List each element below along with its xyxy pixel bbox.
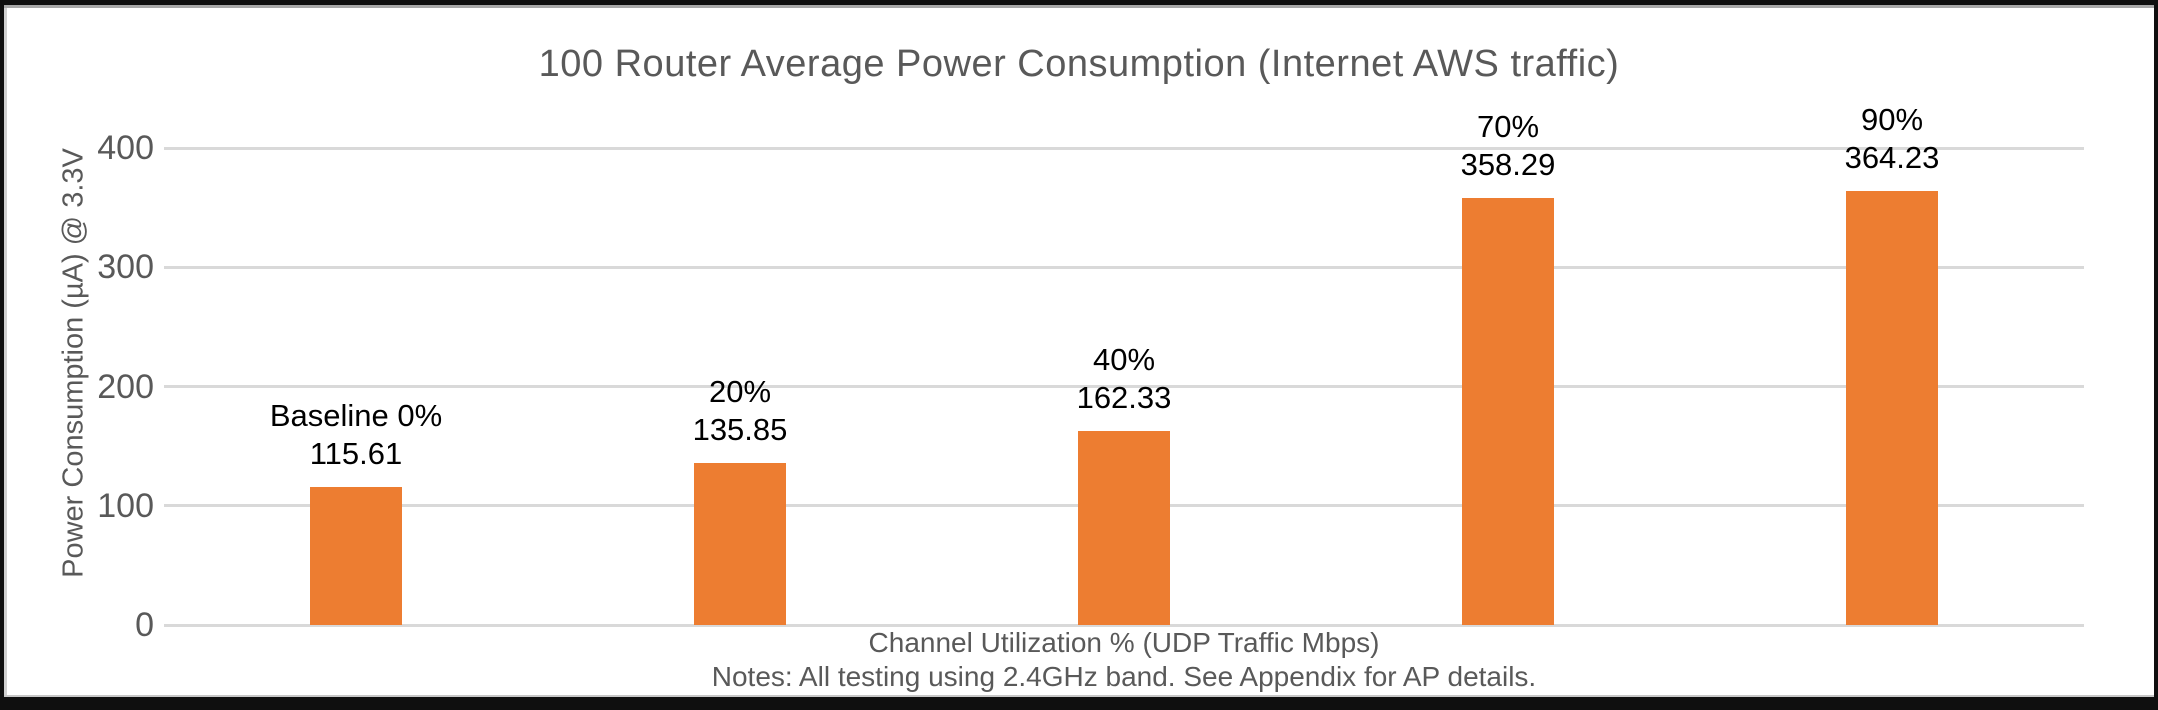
x-axis-title: Channel Utilization % (UDP Traffic Mbps) xyxy=(868,627,1380,658)
y-axis-tick-label: 100 xyxy=(97,486,154,525)
gridline-0 xyxy=(164,623,2084,627)
chart-notes: Notes: All testing using 2.4GHz band. Se… xyxy=(711,661,1537,692)
bar-20 xyxy=(694,463,786,625)
bar-label-40: 40% 162.33 xyxy=(874,341,1374,417)
bar-category-label: 20% xyxy=(708,374,772,409)
gridline-400 xyxy=(164,146,2084,150)
y-axis-tick-label: 300 xyxy=(97,248,154,287)
bar-90 xyxy=(1846,191,1938,625)
bar-value-label: 358.29 xyxy=(1460,147,1556,182)
bar-baseline-0 xyxy=(310,487,402,625)
bar-category-label: 40% xyxy=(1092,342,1156,377)
bar-value-label: 115.61 xyxy=(309,436,403,471)
bar-value-label: 364.23 xyxy=(1844,140,1940,175)
bar-category-label: Baseline 0% xyxy=(269,398,443,433)
bar-label-70: 70% 358.29 xyxy=(1258,108,1758,184)
y-axis-tick-label: 200 xyxy=(97,367,154,406)
gridline-200 xyxy=(164,385,2084,388)
bar-category-label: 70% xyxy=(1476,109,1540,144)
bar-label-20: 20% 135.85 xyxy=(490,373,990,449)
y-axis-tick-label: 0 xyxy=(135,606,154,644)
chart-title: 100 Router Average Power Consumption (In… xyxy=(538,43,1620,85)
bar-value-label: 162.33 xyxy=(1076,380,1172,415)
y-axis-tick-label: 400 xyxy=(97,129,154,167)
bar-category-label: 90% xyxy=(1860,102,1924,137)
bar-70 xyxy=(1462,198,1554,625)
gridline-300 xyxy=(164,265,2084,269)
bar-value-label: 135.85 xyxy=(692,412,788,447)
bar-40 xyxy=(1078,431,1170,625)
bar-label-90: 90% 364.23 xyxy=(1642,101,2142,177)
bar-label-baseline-0: Baseline 0% 115.61 xyxy=(106,397,606,473)
